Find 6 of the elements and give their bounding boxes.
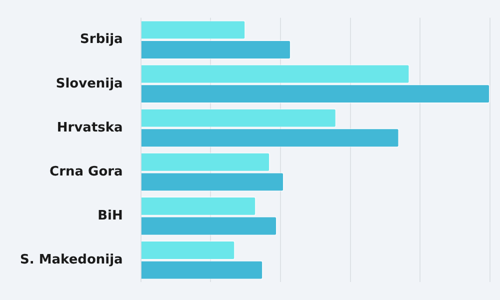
y-tick-label: Slovenija bbox=[56, 76, 123, 92]
y-tick-label: BiH bbox=[98, 208, 123, 224]
y-tick-label: S. Makedonija bbox=[20, 252, 123, 268]
y-tick-label: Hrvatska bbox=[56, 120, 123, 136]
y-tick-label: Crna Gora bbox=[50, 164, 123, 180]
y-tick-label: Srbija bbox=[80, 32, 123, 48]
